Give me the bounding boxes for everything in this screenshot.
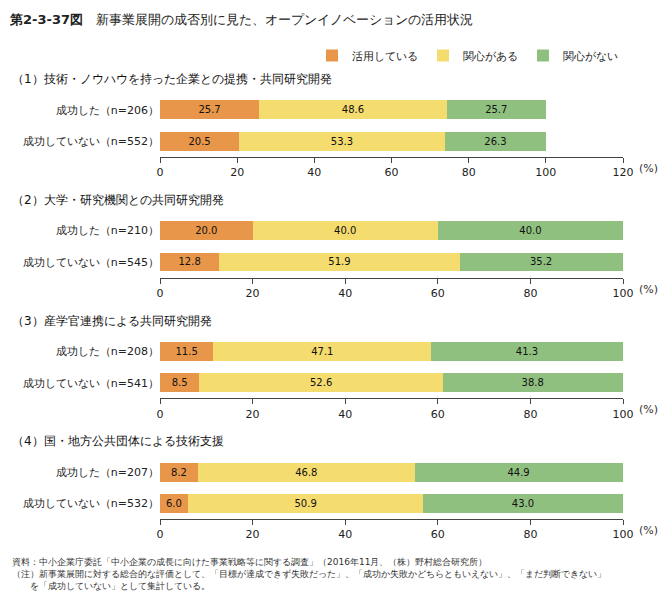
svg-text:100: 100 [613,287,634,300]
svg-text:20.5: 20.5 [188,136,210,147]
svg-text:100: 100 [535,166,556,179]
svg-text:60: 60 [385,166,399,179]
svg-text:（2）大学・研究機関との共同研究開発: （2）大学・研究機関との共同研究開発 [12,193,224,207]
svg-text:46.8: 46.8 [295,467,317,478]
svg-text:0: 0 [157,528,164,541]
svg-text:26.3: 26.3 [484,136,506,147]
svg-text:38.8: 38.8 [522,377,544,388]
svg-text:0: 0 [157,287,164,300]
svg-text:20: 20 [246,408,260,421]
svg-text:20: 20 [246,287,260,300]
svg-text:52.6: 52.6 [310,377,332,388]
svg-text:成功していない（n=552）: 成功していない（n=552） [23,135,159,148]
svg-text:100: 100 [613,408,634,421]
svg-text:40: 40 [307,166,321,179]
svg-text:8.2: 8.2 [171,467,187,478]
svg-text:資料：中小企業庁委託「中小企業の成長に向けた事業戦略等に関す: 資料：中小企業庁委託「中小企業の成長に向けた事業戦略等に関する調査」（2016年… [12,557,487,567]
svg-text:43.0: 43.0 [512,498,534,509]
svg-text:100: 100 [613,528,634,541]
svg-text:成功した（n=210）: 成功した（n=210） [56,224,159,237]
svg-text:成功した（n=207）: 成功した（n=207） [56,466,159,479]
svg-text:（1）技術・ノウハウを持った企業との提携・共同研究開発: （1）技術・ノウハウを持った企業との提携・共同研究開発 [12,72,332,86]
svg-text:50.9: 50.9 [294,498,316,509]
svg-text:第2-3-37図 新事業展開の成否別に見た、オープンイノベー: 第2-3-37図 新事業展開の成否別に見た、オープンイノベーションの活用状況 [9,12,473,27]
svg-text:80: 80 [523,528,537,541]
svg-text:60: 60 [431,287,445,300]
svg-text:11.5: 11.5 [175,346,197,357]
svg-text:40.0: 40.0 [519,225,541,236]
svg-text:51.9: 51.9 [328,256,350,267]
svg-text:53.3: 53.3 [331,136,353,147]
svg-text:60: 60 [431,408,445,421]
svg-text:(%): (%) [639,162,658,175]
svg-text:(%): (%) [639,524,658,537]
svg-text:60: 60 [431,528,445,541]
svg-text:120: 120 [613,166,634,179]
svg-text:（4）国・地方公共団体による技術支援: （4）国・地方公共団体による技術支援 [12,434,224,448]
svg-text:を「成功していない」として集計している。: を「成功していない」として集計している。 [12,581,210,591]
svg-text:44.9: 44.9 [507,467,529,478]
svg-text:8.5: 8.5 [172,377,188,388]
svg-text:20.0: 20.0 [195,225,217,236]
svg-text:（3）産学官連携による共同研究開発: （3）産学官連携による共同研究開発 [12,314,212,328]
svg-text:25.7: 25.7 [485,104,507,115]
svg-text:40.0: 40.0 [334,225,356,236]
svg-text:活用している: 活用している [352,50,418,63]
svg-text:40: 40 [338,408,352,421]
svg-text:47.1: 47.1 [311,346,333,357]
svg-text:48.6: 48.6 [342,104,364,115]
svg-text:80: 80 [462,166,476,179]
svg-text:(%): (%) [639,283,658,296]
svg-text:25.7: 25.7 [198,104,220,115]
svg-text:6.0: 6.0 [166,498,182,509]
svg-text:80: 80 [523,408,537,421]
svg-text:成功した（n=208）: 成功した（n=208） [56,345,159,358]
svg-text:20: 20 [246,528,260,541]
svg-text:40: 40 [338,287,352,300]
svg-text:0: 0 [157,408,164,421]
svg-text:35.2: 35.2 [530,256,552,267]
svg-text:（注）新事業展開に対する総合的な評価として、「目標が達成でき: （注）新事業展開に対する総合的な評価として、「目標が達成できず失敗だった」、「成… [12,569,606,579]
svg-text:80: 80 [523,287,537,300]
svg-text:40: 40 [338,528,352,541]
svg-text:12.8: 12.8 [178,256,200,267]
svg-text:41.3: 41.3 [516,346,538,357]
svg-text:(%): (%) [639,403,658,416]
svg-text:0: 0 [157,166,164,179]
svg-text:成功した（n=206）: 成功した（n=206） [56,104,159,117]
svg-text:成功していない（n=541）: 成功していない（n=541） [23,377,159,390]
svg-text:20: 20 [230,166,244,179]
svg-text:関心がある: 関心がある [463,50,518,63]
svg-text:成功していない（n=532）: 成功していない（n=532） [23,497,159,510]
svg-text:関心がない: 関心がない [563,50,618,63]
svg-text:成功していない（n=545）: 成功していない（n=545） [23,256,159,269]
